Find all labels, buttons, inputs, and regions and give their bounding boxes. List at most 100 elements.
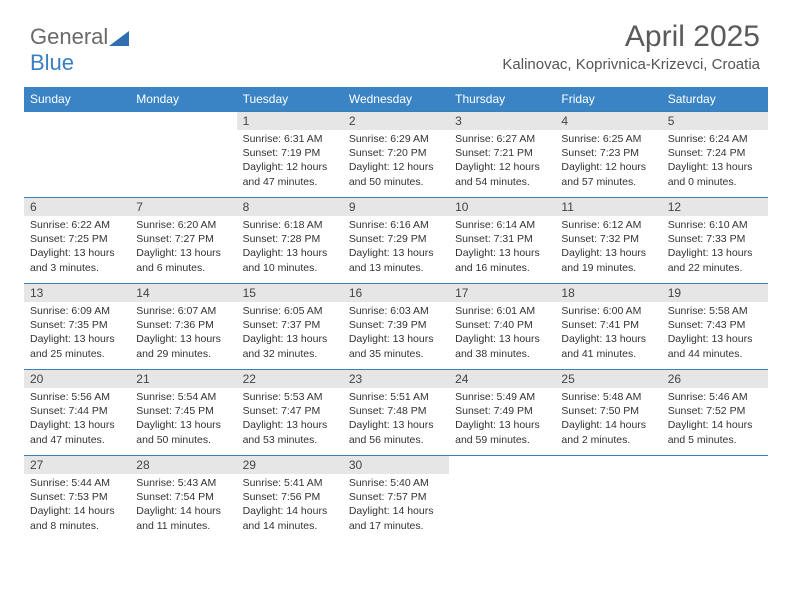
day-details: Sunrise: 6:18 AMSunset: 7:28 PMDaylight:… bbox=[237, 216, 343, 279]
calendar-row: 1Sunrise: 6:31 AMSunset: 7:19 PMDaylight… bbox=[24, 112, 768, 198]
calendar-cell: 16Sunrise: 6:03 AMSunset: 7:39 PMDayligh… bbox=[343, 284, 449, 370]
calendar-cell: 1Sunrise: 6:31 AMSunset: 7:19 PMDaylight… bbox=[237, 112, 343, 198]
day-details: Sunrise: 6:25 AMSunset: 7:23 PMDaylight:… bbox=[555, 130, 661, 193]
calendar-cell: 15Sunrise: 6:05 AMSunset: 7:37 PMDayligh… bbox=[237, 284, 343, 370]
calendar-cell: 4Sunrise: 6:25 AMSunset: 7:23 PMDaylight… bbox=[555, 112, 661, 198]
calendar-cell: 18Sunrise: 6:00 AMSunset: 7:41 PMDayligh… bbox=[555, 284, 661, 370]
day-number: 9 bbox=[343, 198, 449, 216]
day-number: 10 bbox=[449, 198, 555, 216]
logo-text-general: General bbox=[30, 24, 108, 49]
day-details: Sunrise: 6:31 AMSunset: 7:19 PMDaylight:… bbox=[237, 130, 343, 193]
calendar-cell: 2Sunrise: 6:29 AMSunset: 7:20 PMDaylight… bbox=[343, 112, 449, 198]
weekday-tue: Tuesday bbox=[237, 87, 343, 112]
day-number: 20 bbox=[24, 370, 130, 388]
day-number: 3 bbox=[449, 112, 555, 130]
day-details: Sunrise: 6:07 AMSunset: 7:36 PMDaylight:… bbox=[130, 302, 236, 365]
day-number: 26 bbox=[662, 370, 768, 388]
calendar-cell bbox=[24, 112, 130, 198]
day-number: 25 bbox=[555, 370, 661, 388]
day-number: 5 bbox=[662, 112, 768, 130]
day-details: Sunrise: 5:43 AMSunset: 7:54 PMDaylight:… bbox=[130, 474, 236, 537]
day-details: Sunrise: 5:53 AMSunset: 7:47 PMDaylight:… bbox=[237, 388, 343, 451]
day-number: 4 bbox=[555, 112, 661, 130]
logo-text-blue: Blue bbox=[30, 50, 74, 75]
day-number: 12 bbox=[662, 198, 768, 216]
calendar-cell: 11Sunrise: 6:12 AMSunset: 7:32 PMDayligh… bbox=[555, 198, 661, 284]
calendar-cell: 10Sunrise: 6:14 AMSunset: 7:31 PMDayligh… bbox=[449, 198, 555, 284]
day-details: Sunrise: 6:16 AMSunset: 7:29 PMDaylight:… bbox=[343, 216, 449, 279]
calendar-cell: 21Sunrise: 5:54 AMSunset: 7:45 PMDayligh… bbox=[130, 370, 236, 456]
location-subtitle: Kalinovac, Koprivnica-Krizevci, Croatia bbox=[24, 56, 760, 73]
day-details: Sunrise: 5:46 AMSunset: 7:52 PMDaylight:… bbox=[662, 388, 768, 451]
day-details: Sunrise: 6:27 AMSunset: 7:21 PMDaylight:… bbox=[449, 130, 555, 193]
calendar-cell: 6Sunrise: 6:22 AMSunset: 7:25 PMDaylight… bbox=[24, 198, 130, 284]
weekday-sat: Saturday bbox=[662, 87, 768, 112]
day-number: 21 bbox=[130, 370, 236, 388]
calendar-cell: 12Sunrise: 6:10 AMSunset: 7:33 PMDayligh… bbox=[662, 198, 768, 284]
day-details: Sunrise: 6:03 AMSunset: 7:39 PMDaylight:… bbox=[343, 302, 449, 365]
day-number: 14 bbox=[130, 284, 236, 302]
day-number: 22 bbox=[237, 370, 343, 388]
day-number: 7 bbox=[130, 198, 236, 216]
calendar-cell: 27Sunrise: 5:44 AMSunset: 7:53 PMDayligh… bbox=[24, 456, 130, 542]
day-number: 17 bbox=[449, 284, 555, 302]
day-details: Sunrise: 6:00 AMSunset: 7:41 PMDaylight:… bbox=[555, 302, 661, 365]
day-details: Sunrise: 6:20 AMSunset: 7:27 PMDaylight:… bbox=[130, 216, 236, 279]
weekday-header-row: Sunday Monday Tuesday Wednesday Thursday… bbox=[24, 87, 768, 112]
calendar-cell bbox=[662, 456, 768, 542]
day-details: Sunrise: 5:48 AMSunset: 7:50 PMDaylight:… bbox=[555, 388, 661, 451]
day-details: Sunrise: 5:44 AMSunset: 7:53 PMDaylight:… bbox=[24, 474, 130, 537]
calendar-cell: 14Sunrise: 6:07 AMSunset: 7:36 PMDayligh… bbox=[130, 284, 236, 370]
day-number: 27 bbox=[24, 456, 130, 474]
calendar-row: 27Sunrise: 5:44 AMSunset: 7:53 PMDayligh… bbox=[24, 456, 768, 542]
day-details: Sunrise: 5:56 AMSunset: 7:44 PMDaylight:… bbox=[24, 388, 130, 451]
logo: General Blue bbox=[30, 24, 129, 76]
calendar-cell: 19Sunrise: 5:58 AMSunset: 7:43 PMDayligh… bbox=[662, 284, 768, 370]
day-number: 11 bbox=[555, 198, 661, 216]
calendar-cell: 29Sunrise: 5:41 AMSunset: 7:56 PMDayligh… bbox=[237, 456, 343, 542]
weekday-mon: Monday bbox=[130, 87, 236, 112]
calendar-row: 13Sunrise: 6:09 AMSunset: 7:35 PMDayligh… bbox=[24, 284, 768, 370]
calendar-cell: 5Sunrise: 6:24 AMSunset: 7:24 PMDaylight… bbox=[662, 112, 768, 198]
day-details: Sunrise: 6:22 AMSunset: 7:25 PMDaylight:… bbox=[24, 216, 130, 279]
day-details: Sunrise: 5:54 AMSunset: 7:45 PMDaylight:… bbox=[130, 388, 236, 451]
weekday-sun: Sunday bbox=[24, 87, 130, 112]
day-number: 15 bbox=[237, 284, 343, 302]
day-details: Sunrise: 5:40 AMSunset: 7:57 PMDaylight:… bbox=[343, 474, 449, 537]
calendar-cell bbox=[555, 456, 661, 542]
calendar-cell: 23Sunrise: 5:51 AMSunset: 7:48 PMDayligh… bbox=[343, 370, 449, 456]
day-number: 2 bbox=[343, 112, 449, 130]
day-number: 30 bbox=[343, 456, 449, 474]
day-details: Sunrise: 6:01 AMSunset: 7:40 PMDaylight:… bbox=[449, 302, 555, 365]
day-number: 1 bbox=[237, 112, 343, 130]
day-number: 24 bbox=[449, 370, 555, 388]
calendar-cell: 26Sunrise: 5:46 AMSunset: 7:52 PMDayligh… bbox=[662, 370, 768, 456]
day-number: 13 bbox=[24, 284, 130, 302]
calendar-cell: 13Sunrise: 6:09 AMSunset: 7:35 PMDayligh… bbox=[24, 284, 130, 370]
day-details: Sunrise: 6:10 AMSunset: 7:33 PMDaylight:… bbox=[662, 216, 768, 279]
day-number: 6 bbox=[24, 198, 130, 216]
day-number: 29 bbox=[237, 456, 343, 474]
day-number: 16 bbox=[343, 284, 449, 302]
day-number: 23 bbox=[343, 370, 449, 388]
calendar-cell: 24Sunrise: 5:49 AMSunset: 7:49 PMDayligh… bbox=[449, 370, 555, 456]
calendar-cell: 3Sunrise: 6:27 AMSunset: 7:21 PMDaylight… bbox=[449, 112, 555, 198]
calendar-table: Sunday Monday Tuesday Wednesday Thursday… bbox=[24, 87, 768, 542]
calendar-body: 1Sunrise: 6:31 AMSunset: 7:19 PMDaylight… bbox=[24, 112, 768, 542]
day-number: 28 bbox=[130, 456, 236, 474]
weekday-thu: Thursday bbox=[449, 87, 555, 112]
day-details: Sunrise: 5:58 AMSunset: 7:43 PMDaylight:… bbox=[662, 302, 768, 365]
day-details: Sunrise: 6:14 AMSunset: 7:31 PMDaylight:… bbox=[449, 216, 555, 279]
calendar-cell: 17Sunrise: 6:01 AMSunset: 7:40 PMDayligh… bbox=[449, 284, 555, 370]
calendar-row: 20Sunrise: 5:56 AMSunset: 7:44 PMDayligh… bbox=[24, 370, 768, 456]
day-details: Sunrise: 5:41 AMSunset: 7:56 PMDaylight:… bbox=[237, 474, 343, 537]
calendar-cell: 25Sunrise: 5:48 AMSunset: 7:50 PMDayligh… bbox=[555, 370, 661, 456]
day-details: Sunrise: 5:51 AMSunset: 7:48 PMDaylight:… bbox=[343, 388, 449, 451]
day-details: Sunrise: 6:05 AMSunset: 7:37 PMDaylight:… bbox=[237, 302, 343, 365]
calendar-cell: 20Sunrise: 5:56 AMSunset: 7:44 PMDayligh… bbox=[24, 370, 130, 456]
day-number: 19 bbox=[662, 284, 768, 302]
page-title: April 2025 bbox=[24, 20, 760, 54]
day-details: Sunrise: 6:24 AMSunset: 7:24 PMDaylight:… bbox=[662, 130, 768, 193]
day-number: 18 bbox=[555, 284, 661, 302]
calendar-cell: 22Sunrise: 5:53 AMSunset: 7:47 PMDayligh… bbox=[237, 370, 343, 456]
